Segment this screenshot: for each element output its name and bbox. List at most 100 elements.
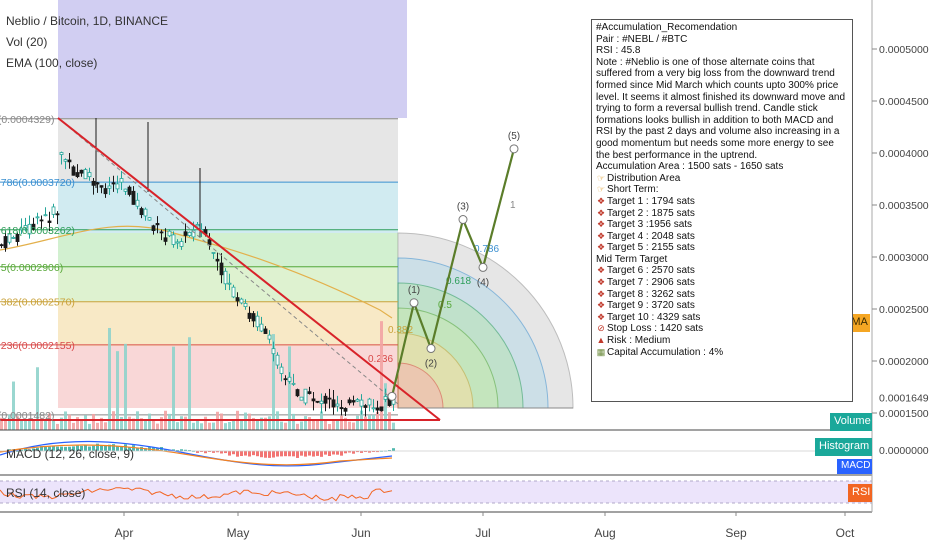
candle-body [363, 405, 368, 408]
volume-bar [96, 422, 99, 430]
candle-body [239, 298, 244, 304]
candle-body [195, 224, 200, 227]
volume-bar [348, 421, 351, 430]
macd-histogram-bar [204, 451, 207, 454]
candle-body [351, 400, 356, 403]
price-axis: 0.0005000 0.0004500 0.0004000 0.0003500 0.00… [872, 44, 929, 457]
macd-histogram-bar [80, 445, 83, 451]
volume-bar [176, 422, 179, 430]
wave-label: (4) [477, 277, 489, 288]
volume-bar [8, 414, 11, 430]
candle-body [219, 262, 224, 276]
candle-body [31, 223, 36, 230]
macd-histogram-bar [88, 446, 91, 451]
volume-bar [380, 321, 383, 430]
volume-bar [92, 413, 95, 430]
wave-point [509, 144, 519, 154]
macd-histogram-bar [232, 451, 235, 455]
volume-bar [104, 422, 107, 430]
macd-histogram-bar [368, 451, 371, 453]
fib-level-labels: 1(0.0004329) 0.786(0.0003720) 0.618(0.0003… [0, 114, 75, 422]
target-text: Target 10 : 4329 sats [607, 311, 701, 323]
volume-bar [68, 414, 71, 430]
volume-bar [312, 419, 315, 430]
volume-bar [264, 417, 267, 430]
descending-trendline [57, 117, 441, 421]
candle-body [295, 389, 300, 397]
candle-body [335, 403, 340, 407]
volume-bar [172, 346, 175, 430]
candle-body [215, 258, 220, 262]
candle-body [99, 185, 104, 188]
info-pair: Pair : #NEBL / #BTC [596, 33, 688, 45]
info-stop-loss: Stop Loss : 1420 sats [607, 323, 704, 335]
volume-bar [168, 413, 171, 430]
macd-histogram-bar [372, 451, 375, 452]
ema-legend[interactable]: EMA (100, close) [6, 56, 98, 70]
candle-body [115, 183, 120, 190]
volume-bar [108, 327, 111, 430]
candle-body [139, 208, 144, 216]
fib-level-label: 0(0.0001482) [0, 410, 54, 422]
candle-body [247, 312, 252, 319]
candle-body [63, 159, 68, 162]
candle-body [59, 152, 64, 155]
candle-body [75, 172, 80, 178]
macd-histogram-bar [108, 444, 111, 451]
macd-histogram-bar [316, 451, 319, 456]
info-short-row: ☞ Short Term: [596, 184, 848, 196]
target-row: ❖ Target 1 : 1794 sats [596, 196, 848, 208]
volume-bar [76, 417, 79, 430]
candle-body [223, 270, 228, 285]
chart-title: Neblio / Bitcoin, 1D, BINANCE [6, 14, 169, 28]
candle-body [283, 378, 288, 381]
candle-body [19, 227, 24, 231]
risk-row: ▲ Risk : Medium [596, 335, 848, 347]
macd-histogram-bar [340, 451, 343, 456]
macd-histogram-bar [92, 445, 95, 451]
price-tick-label: 0.0003000 [879, 252, 929, 264]
candle-body [303, 388, 308, 404]
volume-bar [244, 412, 247, 430]
candle-body [167, 230, 172, 237]
macd-histogram-bar [360, 451, 363, 453]
macd-histogram-bar [68, 446, 71, 451]
macd-histogram-bar [48, 446, 51, 451]
macd-histogram-bar [128, 447, 131, 451]
candle-body [311, 398, 316, 402]
target-text: Target 9 : 3720 sats [607, 300, 695, 312]
info-capital: Capital Accumulation : 4% [607, 346, 724, 358]
volume-bar [300, 421, 303, 430]
macd-legend[interactable]: MACD (12, 26, close, 9) [6, 447, 135, 461]
volume-bar [20, 420, 23, 430]
candle-body [71, 166, 76, 176]
wave-point [426, 344, 436, 354]
info-panel: #Accumulation_Recomendation Pair : #NEBL… [591, 19, 853, 402]
macd-histogram-bar [144, 448, 147, 451]
rsi-legend[interactable]: RSI (14, close) [6, 486, 86, 500]
macd-histogram-bar [100, 445, 103, 451]
prohibited-icon: ⊘ [597, 323, 605, 334]
candlesticks [0, 118, 396, 417]
macd-histogram-bar [288, 451, 291, 457]
macd-histogram-bar [376, 451, 379, 453]
pin-icon: ❖ [596, 288, 606, 299]
wave-label: (5) [508, 131, 520, 142]
wave-path [390, 148, 516, 397]
macd-histogram-bar [268, 451, 271, 458]
candle-body [171, 234, 176, 245]
volume-legend[interactable]: Vol (20) [6, 35, 48, 49]
volume-bar [344, 417, 347, 430]
macd-histogram-bar [156, 448, 159, 451]
candle-body [263, 328, 268, 334]
target-text: Target 3 :1956 sats [607, 219, 693, 231]
macd-axis-label: 0.0000000 [879, 445, 929, 457]
current-price-label: 0.0001649 [879, 393, 929, 405]
candle-body [11, 237, 16, 239]
macd-histogram-bar [60, 446, 63, 451]
time-tick-label: Jul [475, 526, 490, 540]
candle-body [39, 219, 44, 222]
candle-body [259, 323, 264, 332]
macd-histogram-bar [272, 451, 275, 458]
